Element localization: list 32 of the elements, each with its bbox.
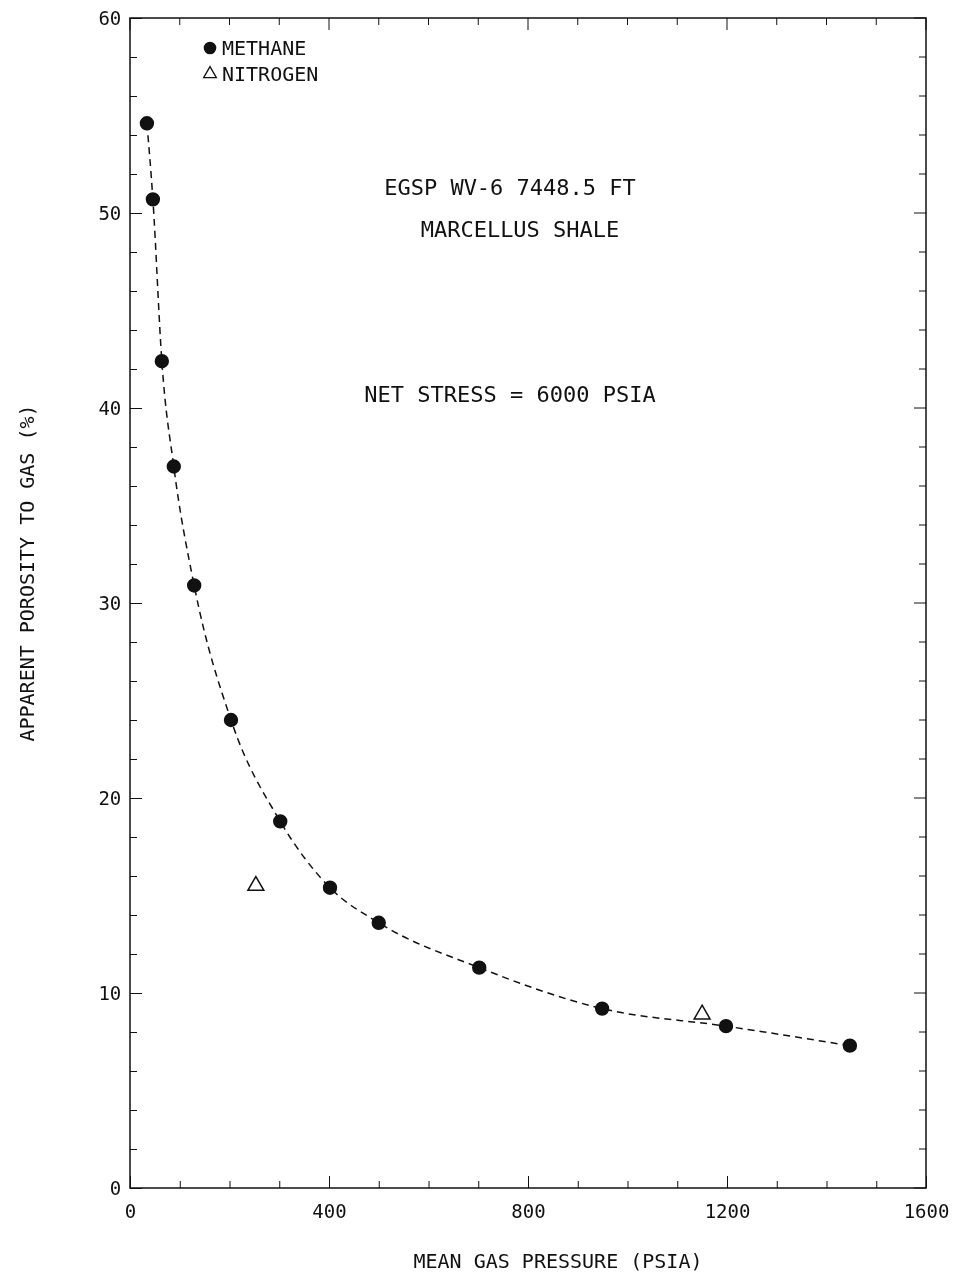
x-tick-label: 0 — [124, 1199, 137, 1222]
point — [594, 1001, 610, 1016]
y-tick-label: 20 — [98, 786, 122, 809]
point — [223, 712, 239, 728]
x-axis-title: MEAN GAS PRESSURE (PSIA) — [413, 1249, 703, 1273]
point — [273, 814, 288, 829]
point — [154, 354, 170, 369]
x-tick-label: 1200 — [704, 1199, 751, 1222]
point — [472, 960, 487, 975]
y-tick-label: 40 — [98, 396, 122, 419]
point — [718, 1018, 734, 1034]
point — [186, 578, 202, 593]
annotation: MARCELLUS SHALE — [420, 217, 620, 242]
point — [842, 1038, 858, 1053]
point — [139, 116, 155, 131]
x-tick-label: 800 — [511, 1199, 546, 1222]
annotation: EGSP WV-6 7448.5 FT — [384, 175, 636, 200]
point — [322, 880, 338, 895]
y-tick-label: 50 — [98, 201, 122, 224]
x-tick-label: 1600 — [903, 1199, 950, 1222]
y-tick-label: 30 — [98, 591, 122, 614]
legend-label: NITROGEN — [222, 62, 319, 86]
legend-label: METHANE — [222, 36, 307, 60]
point — [166, 459, 181, 474]
x-tick-label: 400 — [312, 1199, 347, 1222]
point — [145, 192, 161, 207]
annotation: NET STRESS = 6000 PSIA — [364, 382, 656, 407]
y-tick-label: 60 — [98, 6, 122, 29]
y-tick-label: 10 — [98, 981, 122, 1004]
y-tick-label: 0 — [109, 1176, 122, 1199]
y-axis-title: APPARENT POROSITY TO GAS (%) — [15, 404, 39, 742]
point — [371, 915, 386, 930]
